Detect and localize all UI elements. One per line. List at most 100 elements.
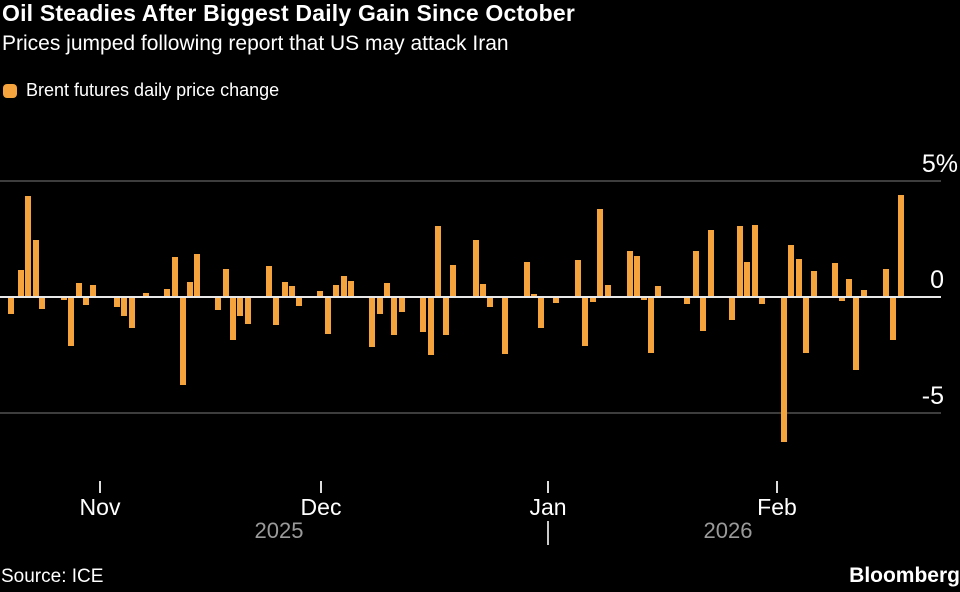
data-bar [846,279,852,297]
data-bar [187,282,193,297]
source-note: Source: ICE [1,566,104,587]
x-axis-month-label: Dec [300,494,342,520]
data-bar [737,226,743,297]
data-bar [853,297,859,370]
zero-line [0,296,941,298]
gridline-5 [0,180,941,182]
data-bar [729,297,735,320]
data-bar [648,297,654,353]
data-bar [399,297,405,312]
data-bar [450,265,456,297]
data-bar [90,285,96,297]
data-bar [180,297,186,385]
data-bar [273,297,279,325]
data-bar [230,297,236,340]
x-axis-tick [776,481,778,493]
data-bar [384,283,390,297]
legend-label: Brent futures daily price change [26,80,280,100]
data-bar [172,257,178,297]
legend: Brent futures daily price change [3,80,279,101]
data-bar [317,291,323,297]
data-bar [788,245,794,297]
data-bar [68,297,74,346]
y-axis-label: 0 [930,266,944,294]
data-bar [428,297,434,355]
data-bar [435,226,441,297]
data-bar [781,297,787,442]
data-bar [377,297,383,314]
data-bar [744,262,750,297]
data-bar [215,297,221,310]
data-bar [597,209,603,297]
data-bar [18,270,24,297]
year-divider-tick [547,521,549,545]
data-bar [143,293,149,297]
data-bar [164,289,170,297]
x-axis-tick [99,481,101,493]
gridline--5 [0,412,941,414]
data-bar [443,297,449,335]
data-bar [553,297,559,303]
data-bar [898,195,904,297]
y-axis-label: -5 [921,382,944,410]
data-bar [223,269,229,297]
data-bar [752,225,758,297]
data-bar [33,240,39,297]
data-bar [194,254,200,297]
data-bar [61,297,67,300]
data-bar [575,260,581,297]
data-bar [487,297,493,307]
x-axis-tick [547,481,549,493]
data-bar [700,297,706,331]
legend-swatch-icon [3,83,17,98]
data-bar [890,297,896,340]
data-bar [811,271,817,297]
data-bar [266,266,272,297]
data-bar [641,297,647,300]
bloomberg-logo: Bloomberg [849,564,960,587]
data-bar [114,297,120,307]
data-bar [832,263,838,297]
data-bar [369,297,375,347]
data-bar [502,297,508,354]
x-axis-month-label: Jan [529,494,567,520]
data-bar [420,297,426,332]
data-bar [684,297,690,304]
data-bar [473,240,479,297]
data-bar [803,297,809,353]
data-bar [634,256,640,297]
data-bar [391,297,397,335]
data-bar [883,269,889,297]
data-bar [655,286,661,297]
data-bar [129,297,135,328]
data-bar [8,297,14,314]
x-axis-month-label: Feb [757,494,797,520]
data-bar [759,297,765,304]
data-bar [796,259,802,297]
chart-subtitle: Prices jumped following report that US m… [2,32,509,55]
data-bar [839,297,845,301]
data-bar [590,297,596,302]
data-bar [333,285,339,297]
data-bar [531,294,537,297]
data-bar [524,262,530,297]
chart-title: Oil Steadies After Biggest Daily Gain Si… [2,0,576,26]
data-bar [538,297,544,328]
data-bar [341,276,347,297]
data-bar [39,297,45,309]
data-bar [582,297,588,346]
data-bar [605,285,611,297]
x-axis-year-label: 2026 [703,518,753,543]
data-bar [861,290,867,297]
data-bar [348,281,354,297]
data-bar [708,230,714,297]
data-bar [25,196,31,297]
data-bar [325,297,331,334]
data-bar [480,284,486,297]
x-axis-month-label: Nov [79,494,121,520]
data-bar [245,297,251,324]
y-axis-label: 5% [921,150,958,178]
x-axis-tick [320,481,322,493]
